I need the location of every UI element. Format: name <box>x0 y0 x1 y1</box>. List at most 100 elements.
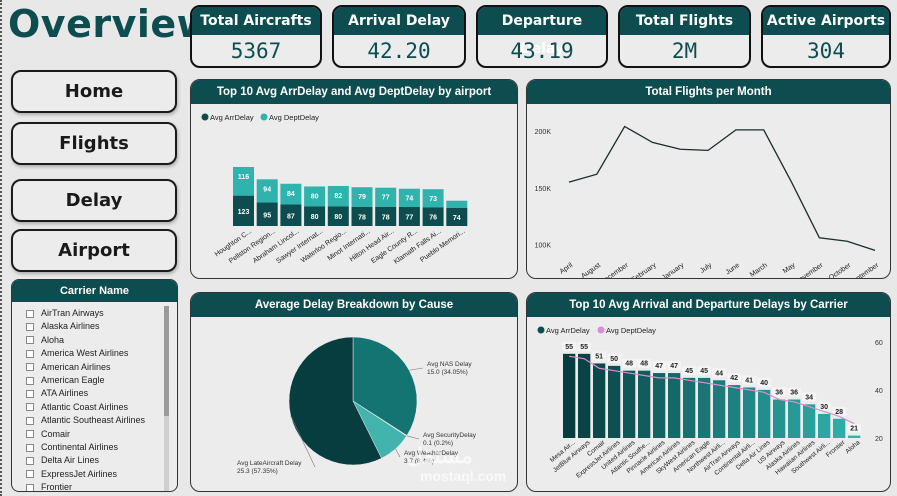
checkbox[interactable] <box>26 416 34 425</box>
bar-label: 78 <box>358 214 366 221</box>
checkbox[interactable] <box>26 470 34 479</box>
kpi-active-airports: Active Airports 304 <box>761 5 891 68</box>
carrier-label: America West Airlines <box>41 348 129 359</box>
bar-dept-delay <box>422 189 444 208</box>
carrier-delay-panel: Top 10 Avg Arrival and Departure Delays … <box>526 292 891 492</box>
airport-delay-chart-panel: Top 10 Avg ArrDelay and Avg DeptDelay by… <box>190 79 518 279</box>
bar-label: 34 <box>805 394 813 401</box>
checkbox[interactable] <box>26 336 34 345</box>
x-tick-label: December <box>599 262 630 279</box>
carrier-list-item[interactable]: ExpressJet Airlines <box>26 468 177 481</box>
kpi-label: Active Airports <box>763 7 889 35</box>
carrier-list-item[interactable]: Atlantic Southeast Airlines <box>26 414 177 427</box>
bar-label: 116 <box>238 174 249 181</box>
carrier-list-item[interactable]: Comair <box>26 428 177 441</box>
checkbox[interactable] <box>26 456 34 465</box>
bar-label: 79 <box>358 194 366 201</box>
checkbox[interactable] <box>26 403 34 412</box>
carrier-list-item[interactable]: AirTran Airways <box>26 307 177 320</box>
bar-label: 87 <box>287 213 295 220</box>
carrier-list-item[interactable]: Atlantic Coast Airlines <box>26 401 177 414</box>
flights-per-month-panel: Total Flights per Month 100K 150K 200K Apri… <box>526 79 891 279</box>
carrier-list-item[interactable]: American Airlines <box>26 361 177 374</box>
bar-label-bg <box>667 361 682 371</box>
bar-label-bg <box>817 401 832 411</box>
checkbox[interactable] <box>26 430 34 439</box>
bar-label: 48 <box>640 361 648 368</box>
carrier-bar <box>788 399 801 438</box>
kpi-label: Total Aircrafts <box>192 7 320 35</box>
bar-label: 78 <box>382 214 390 221</box>
checkbox[interactable] <box>26 309 34 318</box>
scrollbar-thumb[interactable] <box>164 306 169 416</box>
carrier-list: AirTran Airways Alaska Airlines Aloha Ameri… <box>12 302 177 491</box>
leader-line <box>290 415 316 468</box>
bar-label: 74 <box>453 215 461 222</box>
y-tick-label: 20 <box>875 436 883 443</box>
carrier-label: Aloha <box>41 334 65 345</box>
y-tick-label: 40 <box>875 388 883 395</box>
watermark-latin: mostaql.com <box>420 468 507 484</box>
checkbox[interactable] <box>26 443 34 452</box>
kpi-departure-delay: Departure Delay 43.19 <box>476 5 608 68</box>
bar-label: 47 <box>655 363 663 370</box>
slice-value: 25.3 (57.35%) <box>237 468 278 475</box>
checkbox[interactable] <box>26 390 34 399</box>
nav-flights-button[interactable]: Flights <box>11 122 177 165</box>
carrier-list-item[interactable]: Delta Air Lines <box>26 454 177 467</box>
bar-label-bg <box>607 353 622 363</box>
checkbox[interactable] <box>26 376 34 385</box>
x-tick-label: July <box>699 262 714 275</box>
nav-home-button[interactable]: Home <box>11 70 177 113</box>
bar-label: 55 <box>565 344 573 351</box>
legend-dot-arr <box>201 113 209 121</box>
checkbox[interactable] <box>26 323 34 332</box>
checkbox[interactable] <box>26 363 34 372</box>
x-tick-label: November <box>794 262 825 279</box>
bar-label: 51 <box>595 353 603 360</box>
x-tick-label: May <box>782 262 797 276</box>
checkbox[interactable] <box>26 349 34 358</box>
checkbox[interactable] <box>26 483 34 491</box>
kpi-value: 304 <box>807 39 845 63</box>
carrier-list-item[interactable]: ATA Airlines <box>26 387 177 400</box>
legend-label: Avg ArrDelay <box>210 113 254 122</box>
carrier-list-item[interactable]: Continental Airlines <box>26 441 177 454</box>
bar-label: 77 <box>406 214 414 221</box>
carrier-list-item[interactable]: American Eagle <box>26 374 177 387</box>
carrier-label: Comair <box>41 428 71 439</box>
x-tick-label: October <box>828 262 853 279</box>
chart-title: Average Delay Breakdown by Cause <box>191 293 517 317</box>
bar-label: 80 <box>311 214 319 221</box>
x-tick-label: September <box>848 262 881 279</box>
carrier-bar <box>818 413 831 438</box>
carrier-bar <box>848 435 861 438</box>
bar-label-bg <box>592 351 607 361</box>
carrier-label: American Eagle <box>41 374 105 385</box>
carrier-bar <box>668 373 681 438</box>
carrier-list-item[interactable]: America West Airlines <box>26 347 177 360</box>
nav-airport-button[interactable]: Airport <box>11 229 177 272</box>
carrier-list-item[interactable]: Aloha <box>26 334 177 347</box>
kpi-value: 5367 <box>230 39 282 63</box>
nav-delay-button[interactable]: Delay <box>11 179 177 222</box>
bar-label-bg <box>757 377 772 387</box>
carrier-list-item[interactable]: Alaska Airlines <box>26 320 177 333</box>
slice-value: 3.7 (8.4%) <box>404 458 434 465</box>
bar-label: 94 <box>263 186 271 193</box>
carrier-bar <box>743 387 756 438</box>
bar-label-bg <box>847 423 862 433</box>
carrier-label: Atlantic Southeast Airlines <box>41 415 146 426</box>
kpi-label: Arrival Delay <box>334 7 464 35</box>
bar-dept-delay <box>351 187 373 207</box>
chart-title: Top 10 Avg ArrDelay and Avg DeptDelay by… <box>191 80 517 104</box>
carrier-filter-slicer: Carrier Name AirTran Airways Alaska Airli… <box>11 279 178 492</box>
x-tick-label: Aloha <box>844 439 862 455</box>
bar-label: 77 <box>382 195 390 202</box>
pie-slice <box>352 336 418 436</box>
leader-line <box>409 367 424 371</box>
carrier-list-item[interactable]: Frontier <box>26 481 177 491</box>
bar-label-bg <box>787 387 802 397</box>
